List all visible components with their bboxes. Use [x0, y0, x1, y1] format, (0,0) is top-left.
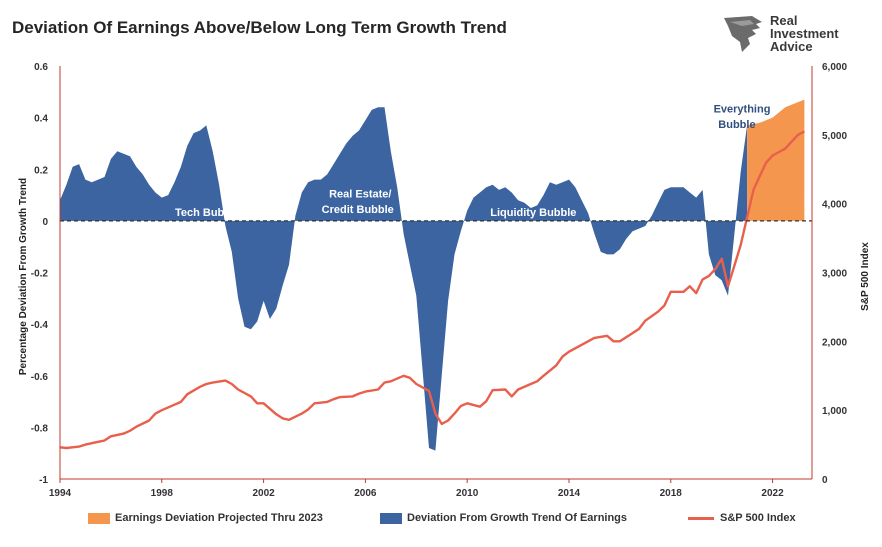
series-sp500-line	[59, 130, 805, 450]
x-tick-label: 1998	[151, 488, 174, 499]
y-left-tick-label: -0.4	[31, 320, 49, 331]
annotation-bubble: Bubble	[718, 119, 755, 131]
y-right-tick-label: 1,000	[822, 406, 847, 417]
y-left-tick-label: -1	[39, 475, 48, 486]
annotation-liquidity-bubble: Liquidity Bubble	[490, 207, 576, 219]
x-tick-label: 1994	[49, 488, 72, 499]
series-deviation-area	[60, 107, 748, 451]
y-left-tick-label: 0	[42, 217, 48, 228]
legend-item-sp500: S&P 500 Index	[688, 512, 796, 524]
y-right-tick-label: 5,000	[822, 131, 847, 142]
legend-item-projected: Earnings Deviation Projected Thru 2023	[88, 512, 323, 524]
legend-item-deviation: Deviation From Growth Trend Of Earnings	[380, 512, 627, 524]
annotation-everything: Everything	[714, 103, 771, 115]
series-projected-area	[747, 99, 805, 221]
y-left-tick-label: -0.8	[31, 423, 49, 434]
logo: Real Investment Advice	[722, 12, 862, 60]
chart-title: Deviation Of Earnings Above/Below Long T…	[12, 18, 507, 37]
plot-series	[59, 99, 805, 451]
y-axis-right-title: S&P 500 Index	[860, 242, 871, 311]
y-right-tick-label: 0	[822, 475, 828, 486]
x-tick-label: 2018	[660, 488, 683, 499]
x-tick-label: 2002	[252, 488, 275, 499]
x-tick-label: 2014	[558, 488, 581, 499]
x-tick-label: 2006	[354, 488, 377, 499]
x-tick-label: 2010	[456, 488, 479, 499]
legend-swatch-deviation	[380, 512, 402, 524]
legend-label-projected: Earnings Deviation Projected Thru 2023	[115, 512, 323, 524]
y-left-tick-label: 0.2	[34, 165, 48, 176]
axis-ticks: 0.6 0.4 0.2 0 -0.2 -0.4 -0.6 -0.8 -1 6,000 5,000 4,…	[31, 62, 848, 499]
y-left-tick-label: 0.6	[34, 62, 48, 73]
legend: Earnings Deviation Projected Thru 2023 D…	[0, 512, 882, 534]
logo-text-line3: Advice	[770, 39, 813, 54]
annotation-credit-bubble: Credit Bubble	[322, 204, 394, 216]
legend-label-deviation: Deviation From Growth Trend Of Earnings	[407, 512, 628, 524]
y-right-tick-label: 4,000	[822, 200, 847, 211]
y-right-tick-label: 2,000	[822, 337, 847, 348]
legend-label-sp500: S&P 500 Index	[720, 512, 796, 524]
x-tick-label: 2022	[761, 488, 784, 499]
y-left-tick-label: 0.4	[34, 114, 48, 125]
logo-text-line1: Real	[770, 13, 798, 28]
legend-swatch-projected	[88, 512, 110, 524]
y-left-tick-label: -0.6	[31, 372, 49, 383]
logo-text-line2: Investment	[770, 26, 839, 41]
y-right-tick-label: 3,000	[822, 269, 847, 280]
legend-line-sp500	[688, 516, 714, 520]
annotation-tech-bubble: Tech Bubble	[175, 207, 240, 219]
y-axis-left-title: Percentage Deviation From Growth Trend	[18, 178, 29, 375]
y-left-tick-label: -0.2	[31, 269, 49, 280]
annotation-real-estate: Real Estate/	[329, 189, 391, 201]
y-right-tick-label: 6,000	[822, 62, 847, 73]
eagle-logo-icon	[724, 16, 762, 52]
